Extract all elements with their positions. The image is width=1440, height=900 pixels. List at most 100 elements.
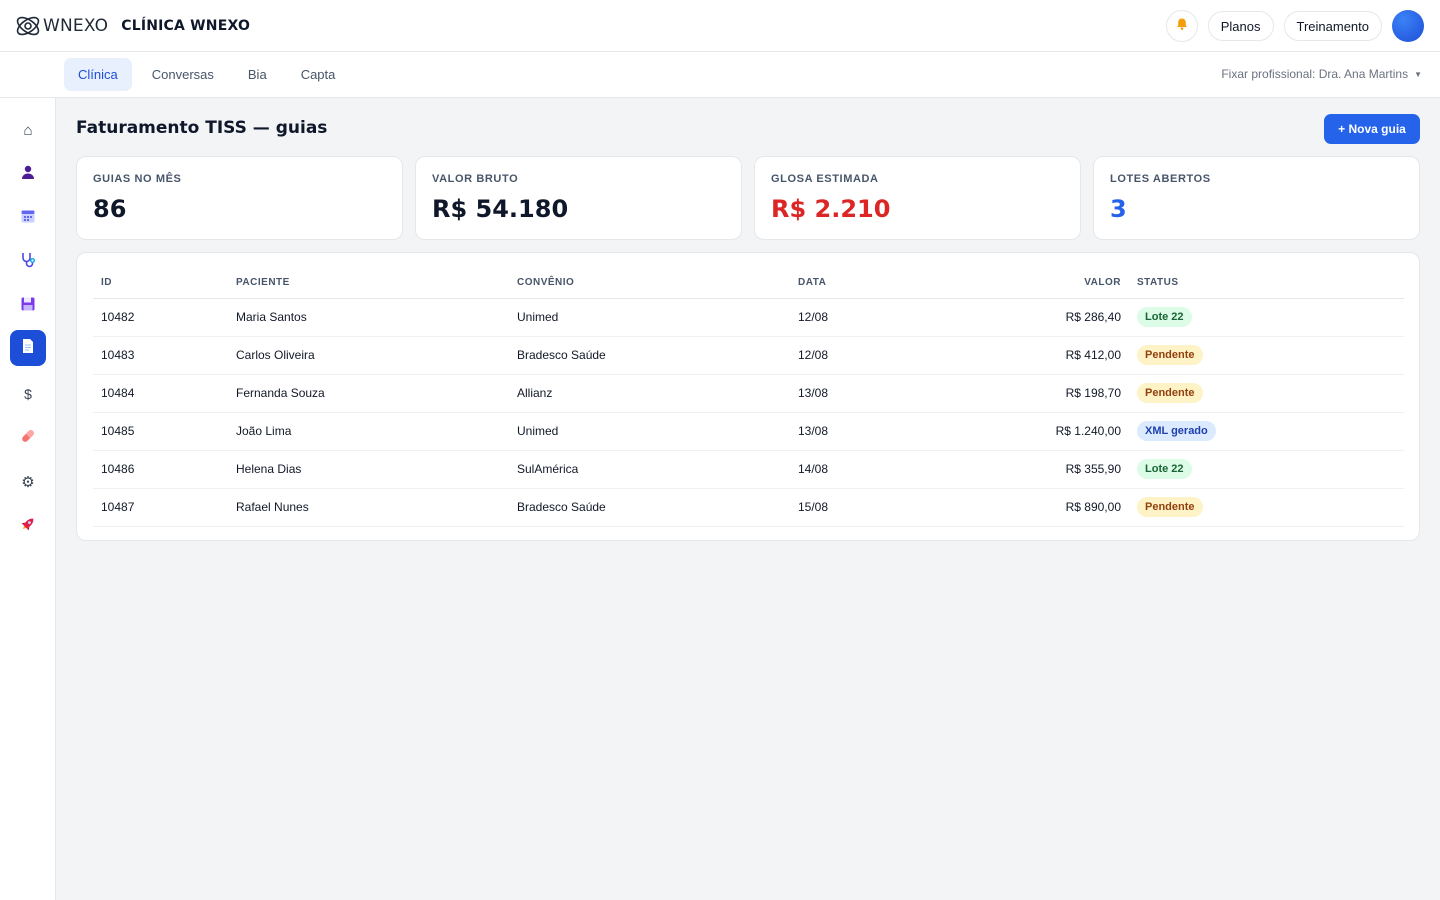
cell-status: Pendente <box>1129 336 1404 375</box>
stethoscope-icon <box>19 251 37 274</box>
cell-date: 14/08 <box>790 450 975 489</box>
kpi-value: 3 <box>1110 195 1127 223</box>
sidebar-item-billing[interactable] <box>10 330 46 366</box>
cell-id: 10482 <box>93 298 228 337</box>
avatar[interactable] <box>1392 10 1424 42</box>
sidebar-item-patients[interactable] <box>10 156 46 192</box>
table-row[interactable]: 10484 Fernanda Souza Allianz 13/08 R$ 19… <box>93 374 1404 413</box>
tab-bia[interactable]: Bia <box>247 67 267 82</box>
sidebar-item-clinical[interactable] <box>10 244 46 280</box>
table-row[interactable]: 10487 Rafael Nunes Bradesco Saúde 15/08 … <box>93 488 1404 527</box>
kpi-label: LOTES ABERTOS <box>1110 173 1211 185</box>
cell-value: R$ 198,70 <box>975 374 1129 413</box>
kpi-card-guides: GUIAS NO MÊS 86 <box>76 156 403 240</box>
tab-clinica[interactable]: Clínica <box>64 58 132 91</box>
home-icon: ⌂ <box>23 121 33 139</box>
document-icon <box>21 338 35 359</box>
table-row[interactable]: 10486 Helena Dias SulAmérica 14/08 R$ 35… <box>93 450 1404 489</box>
status-badge: Lote 22 <box>1137 459 1192 479</box>
top-bar: WNEXO CLÍNICA WNEXO Planos Treinamento <box>0 0 1440 52</box>
sidebar-item-home[interactable]: ⌂ <box>10 112 46 148</box>
cell-patient: Maria Santos <box>228 298 509 337</box>
cell-date: 13/08 <box>790 412 975 451</box>
cell-patient: Rafael Nunes <box>228 488 509 527</box>
cell-patient: Helena Dias <box>228 450 509 489</box>
tab-capta[interactable]: Capta <box>300 67 336 82</box>
status-badge: Lote 22 <box>1137 307 1192 327</box>
kpi-card-gross: VALOR BRUTO R$ 54.180 <box>415 156 742 240</box>
clinic-name: CLÍNICA WNEXO <box>121 17 251 34</box>
floppy-disk-icon <box>20 296 36 317</box>
wnexo-logo-icon <box>14 13 42 39</box>
column-header-date[interactable]: DATA <box>790 267 975 299</box>
cell-status: Lote 22 <box>1129 450 1404 489</box>
sub-navigation: Clínica Conversas Bia Capta Fixar profis… <box>0 52 1440 98</box>
table-row[interactable]: 10482 Maria Santos Unimed 12/08 R$ 286,4… <box>93 298 1404 337</box>
cell-date: 13/08 <box>790 374 975 413</box>
sidebar-item-launch[interactable] <box>10 508 46 544</box>
new-guide-button[interactable]: + Nova guia <box>1324 114 1420 144</box>
rocket-icon <box>19 515 37 538</box>
sidebar: ⌂ $ ⚙ <box>0 98 56 900</box>
cell-patient: Fernanda Souza <box>228 374 509 413</box>
main-tabs: Clínica Conversas Bia Capta <box>64 58 355 91</box>
tab-conversas[interactable]: Conversas <box>151 67 214 82</box>
table-row[interactable]: 10483 Carlos Oliveira Bradesco Saúde 12/… <box>93 336 1404 375</box>
status-badge: Pendente <box>1137 497 1203 517</box>
cell-id: 10484 <box>93 374 228 413</box>
sidebar-item-records[interactable] <box>10 288 46 324</box>
sidebar-item-settings[interactable]: ⚙ <box>10 464 46 500</box>
kpi-label: GUIAS NO MÊS <box>93 173 182 185</box>
kpi-value: 86 <box>93 195 127 223</box>
cell-value: R$ 412,00 <box>975 336 1129 375</box>
cell-value: R$ 1.240,00 <box>975 412 1129 451</box>
status-badge: Pendente <box>1137 345 1203 365</box>
caret-down-icon: ▼ <box>1414 69 1422 79</box>
status-badge: XML gerado <box>1137 421 1216 441</box>
training-button[interactable]: Treinamento <box>1283 11 1382 41</box>
guides-table: ID PACIENTE CONVÊNIO DATA VALOR STATUS 1… <box>93 267 1404 527</box>
notifications-button[interactable] <box>1165 10 1198 42</box>
column-header-id[interactable]: ID <box>93 267 228 299</box>
page-title: Faturamento TISS — guias <box>76 118 328 138</box>
kpi-label: VALOR BRUTO <box>432 173 519 185</box>
kpi-value: R$ 2.210 <box>771 195 891 223</box>
sidebar-item-finance[interactable]: $ <box>10 376 46 412</box>
cell-value: R$ 286,40 <box>975 298 1129 337</box>
column-header-patient[interactable]: PACIENTE <box>228 267 509 299</box>
column-header-value[interactable]: VALOR <box>975 267 1129 299</box>
sidebar-item-agenda[interactable] <box>10 200 46 236</box>
cell-id: 10487 <box>93 488 228 527</box>
column-header-insurer[interactable]: CONVÊNIO <box>509 267 790 299</box>
brand-wordmark: WNEXO <box>43 15 109 36</box>
cell-insurer: Allianz <box>509 374 790 413</box>
cell-insurer: Unimed <box>509 412 790 451</box>
professional-select[interactable]: Fixar profissional: Dra. Ana Martins ▼ <box>1221 67 1422 81</box>
cell-id: 10483 <box>93 336 228 375</box>
cell-date: 12/08 <box>790 336 975 375</box>
cell-date: 15/08 <box>790 488 975 527</box>
kpi-card-batches: LOTES ABERTOS 3 <box>1093 156 1420 240</box>
cell-date: 12/08 <box>790 298 975 337</box>
calendar-icon <box>20 208 36 229</box>
column-header-status[interactable]: STATUS <box>1129 267 1404 299</box>
brand[interactable]: WNEXO <box>14 13 108 39</box>
top-actions: Planos Treinamento <box>1165 10 1424 42</box>
cell-status: Lote 22 <box>1129 298 1404 337</box>
sidebar-item-pharmacy[interactable] <box>10 420 46 456</box>
plans-button[interactable]: Planos <box>1207 11 1274 41</box>
cell-status: Pendente <box>1129 374 1404 413</box>
cell-status: XML gerado <box>1129 412 1404 451</box>
cell-id: 10486 <box>93 450 228 489</box>
cell-insurer: Bradesco Saúde <box>509 336 790 375</box>
kpi-card-glosa: GLOSA ESTIMADA R$ 2.210 <box>754 156 1081 240</box>
cell-value: R$ 890,00 <box>975 488 1129 527</box>
cell-id: 10485 <box>93 412 228 451</box>
guides-table-card: ID PACIENTE CONVÊNIO DATA VALOR STATUS 1… <box>76 252 1420 541</box>
cell-value: R$ 355,90 <box>975 450 1129 489</box>
cell-patient: João Lima <box>228 412 509 451</box>
table-row[interactable]: 10485 João Lima Unimed 13/08 R$ 1.240,00… <box>93 412 1404 451</box>
kpi-label: GLOSA ESTIMADA <box>771 173 879 185</box>
gear-icon: ⚙ <box>21 474 35 491</box>
cell-patient: Carlos Oliveira <box>228 336 509 375</box>
